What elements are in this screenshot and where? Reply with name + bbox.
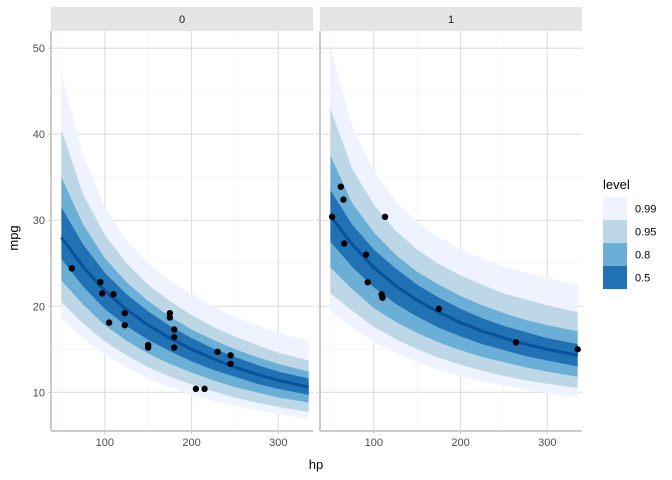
data-point — [98, 290, 106, 297]
legend-swatch-0.99 — [603, 197, 627, 220]
x-tick-labels: 100 200 300 100 200 300 — [96, 437, 557, 449]
facet-label-1: 1 — [448, 14, 454, 26]
data-point — [435, 305, 443, 313]
legend-swatch-0.95 — [603, 220, 627, 243]
data-point — [68, 265, 76, 272]
data-point — [170, 326, 178, 333]
x-tick-label-200: 200 — [182, 437, 200, 449]
legend-swatch-0.8 — [603, 243, 627, 266]
data-point — [166, 314, 174, 321]
y-tick-label-10: 10 — [33, 387, 45, 399]
y-tick-label-40: 40 — [33, 129, 45, 141]
x-tick-label-100: 100 — [96, 437, 114, 449]
data-point — [574, 346, 581, 353]
data-point — [381, 213, 389, 221]
points-0 — [68, 265, 234, 393]
axes-1 — [317, 31, 582, 434]
facet-panel-0: 0 — [48, 7, 313, 434]
x-tick-label-100: 100 — [365, 437, 383, 449]
legend-label-0.5: 0.5 — [635, 273, 650, 285]
points-1 — [328, 183, 581, 353]
data-point — [379, 294, 386, 301]
data-point — [170, 334, 178, 341]
data-point — [340, 196, 347, 203]
legend-title: level — [603, 177, 630, 192]
y-tick-label-20: 20 — [33, 301, 45, 313]
data-point — [110, 291, 117, 298]
legend-swatch-0.5 — [603, 266, 627, 289]
data-point — [121, 321, 128, 329]
data-point — [121, 309, 128, 317]
ribbons-1 — [330, 48, 578, 398]
facet-label-0: 0 — [179, 14, 185, 26]
data-point — [512, 339, 520, 346]
legend-label-0.99: 0.99 — [635, 204, 656, 216]
x-axis-title: hp — [309, 457, 323, 472]
facet-strip-1 — [320, 7, 582, 31]
data-point — [364, 278, 371, 286]
ribbon-0.95 — [61, 129, 309, 413]
legend-label-0.8: 0.8 — [635, 250, 650, 262]
x-tick-label-300: 300 — [269, 437, 287, 449]
data-point — [144, 344, 152, 351]
facet-strip-0 — [51, 7, 313, 31]
data-point — [192, 385, 200, 393]
axes-0 — [48, 31, 313, 434]
ribbon-0.5 — [61, 207, 309, 395]
facet-panel-1: 1 — [317, 7, 582, 434]
data-point — [214, 348, 221, 356]
median-line-1 — [329, 215, 578, 357]
ribbon-0.5 — [330, 190, 578, 367]
y-axis-title: mpg — [6, 225, 21, 250]
y-tick-label-30: 30 — [33, 215, 45, 227]
ribbon-0.8 — [330, 155, 578, 377]
y-tick-labels: 10 20 30 40 50 — [33, 43, 45, 399]
data-point — [227, 360, 234, 368]
x-tick-label-300: 300 — [538, 437, 556, 449]
y-tick-label-50: 50 — [33, 43, 45, 55]
data-point — [341, 240, 348, 247]
legend: level 0.99 0.95 0.8 0.5 — [603, 177, 656, 289]
data-point — [170, 344, 178, 351]
median-line-0 — [60, 236, 309, 389]
x-tick-label-200: 200 — [451, 437, 469, 449]
data-point — [105, 319, 113, 326]
data-point — [97, 278, 104, 286]
data-point — [362, 251, 370, 258]
data-point — [328, 213, 336, 221]
data-point — [227, 352, 234, 359]
data-point — [337, 183, 345, 190]
legend-label-0.95: 0.95 — [635, 227, 656, 239]
legend-items: 0.99 0.95 0.8 0.5 — [603, 197, 656, 289]
data-point — [201, 385, 208, 393]
